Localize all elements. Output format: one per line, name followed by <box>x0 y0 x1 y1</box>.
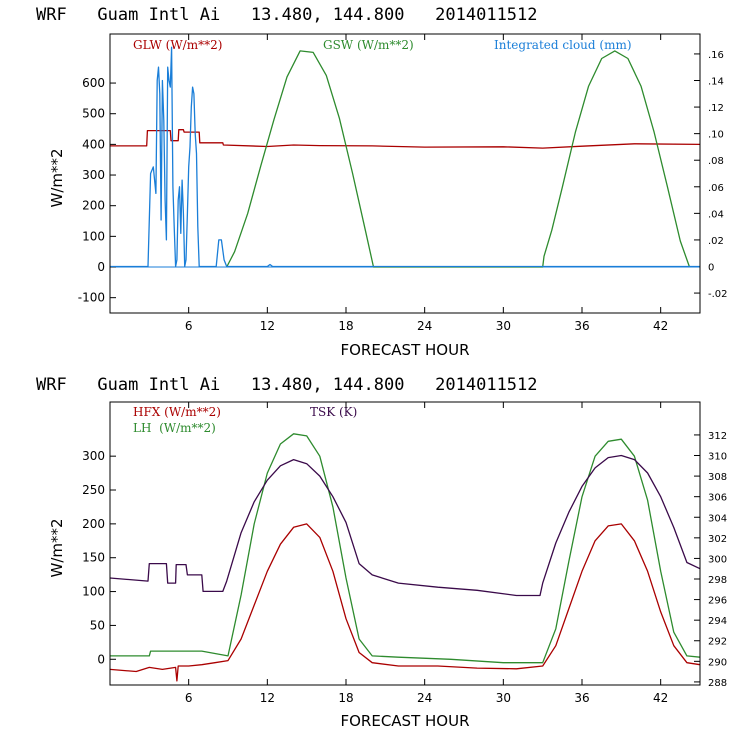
bottom-plot-area: 6 12 18 24 30 36 42 0 50 100 150 200 250 300 288 290 292… <box>82 402 727 705</box>
bottom-x-axis-label: FORECAST HOUR <box>340 712 469 730</box>
x-tick-label: 30 <box>496 691 511 705</box>
x-tick-label: 36 <box>574 691 589 705</box>
y2-tick-label: 306 <box>708 493 727 504</box>
legend-integrated-cloud: Integrated cloud (mm) <box>494 38 632 52</box>
legend-gsw: GSW (W/m**2) <box>323 38 414 52</box>
y-tick-label: 0 <box>97 260 105 274</box>
x-tick-label: 24 <box>417 319 432 333</box>
top-plot-frame <box>109 33 701 314</box>
y-tick-label: 300 <box>82 168 105 182</box>
top-chart-title: WRF Guam Intl Ai 13.480, 144.800 2014011… <box>36 5 538 25</box>
x-tick-label: 24 <box>417 691 432 705</box>
y2-tick-label: -.02 <box>708 289 728 300</box>
y2-tick-label: 292 <box>708 637 727 648</box>
x-tick-label: 42 <box>653 319 668 333</box>
x-tick-label: 30 <box>496 319 511 333</box>
y2-tick-label: 288 <box>708 678 727 689</box>
legend-hfx: HFX (W/m**2) <box>133 405 221 419</box>
y-tick-label: 400 <box>82 137 105 151</box>
y2-tick-label: .02 <box>708 236 724 247</box>
y2-tick-label: 302 <box>708 534 727 545</box>
y-tick-label: 100 <box>82 229 105 243</box>
y2-tick-label: 308 <box>708 472 727 483</box>
y-tick-label: 0 <box>97 652 105 666</box>
top-legend: GLW (W/m**2) GSW (W/m**2) Integrated clo… <box>133 38 632 52</box>
x-tick-label: 12 <box>260 691 275 705</box>
y-tick-label: 100 <box>82 585 105 599</box>
y2-tick-label: .04 <box>708 209 724 220</box>
series-integrated-cloud <box>110 46 700 268</box>
y2-tick-label: 296 <box>708 596 727 607</box>
top-plot-area: 6 12 18 24 30 36 42 -100 0 100 200 300 400 500 600 -.02… <box>78 34 728 333</box>
x-tick-label: 18 <box>338 319 353 333</box>
series-glw <box>110 129 701 149</box>
y-tick-label: 200 <box>82 517 105 531</box>
bottom-chart-title: WRF Guam Intl Ai 13.480, 144.800 2014011… <box>36 375 538 395</box>
bottom-plot-frame <box>109 401 701 686</box>
y2-tick-label: 290 <box>708 657 727 668</box>
legend-glw: GLW (W/m**2) <box>133 38 222 52</box>
legend-tsk: TSK (K) <box>310 405 357 419</box>
x-tick-label: 36 <box>574 319 589 333</box>
x-tick-label: 6 <box>185 319 193 333</box>
y-tick-label: -100 <box>78 291 105 305</box>
series-lh <box>110 433 701 664</box>
x-tick-label: 18 <box>338 691 353 705</box>
y2-tick-label: .16 <box>708 50 724 61</box>
y-tick-label: 150 <box>82 551 105 565</box>
top-y-axis-label: W/m**2 <box>48 148 66 207</box>
y2-tick-label: 298 <box>708 575 727 586</box>
y2-tick-label: 300 <box>708 554 727 565</box>
y2-tick-label: .10 <box>708 130 724 141</box>
bottom-y-axis-label: W/m**2 <box>48 518 66 577</box>
bottom-legend: HFX (W/m**2) LH (W/m**2) TSK (K) <box>133 405 357 435</box>
y2-tick-label: .14 <box>708 77 724 88</box>
x-tick-label: 12 <box>260 319 275 333</box>
y2-tick-label: 294 <box>708 616 727 627</box>
y-tick-label: 600 <box>82 76 105 90</box>
series-gsw <box>226 50 691 268</box>
top-x-axis-label: FORECAST HOUR <box>340 341 469 359</box>
y2-tick-label: 310 <box>708 452 727 463</box>
series-tsk <box>109 454 701 597</box>
y2-tick-label: 304 <box>708 513 727 524</box>
y2-tick-label: .06 <box>708 183 724 194</box>
y2-tick-label: .12 <box>708 103 724 114</box>
y-tick-label: 500 <box>82 107 105 121</box>
series-hfx <box>109 523 701 682</box>
y-tick-label: 300 <box>82 449 105 463</box>
legend-lh: LH (W/m**2) <box>133 421 216 435</box>
y2-tick-label: 0 <box>708 263 714 274</box>
y-tick-label: 200 <box>82 199 105 213</box>
y-tick-label: 250 <box>82 483 105 497</box>
x-tick-label: 6 <box>185 691 193 705</box>
x-tick-label: 42 <box>653 691 668 705</box>
y2-tick-label: .08 <box>708 156 724 167</box>
y-tick-label: 50 <box>90 618 105 632</box>
y2-tick-label: 312 <box>708 431 727 442</box>
